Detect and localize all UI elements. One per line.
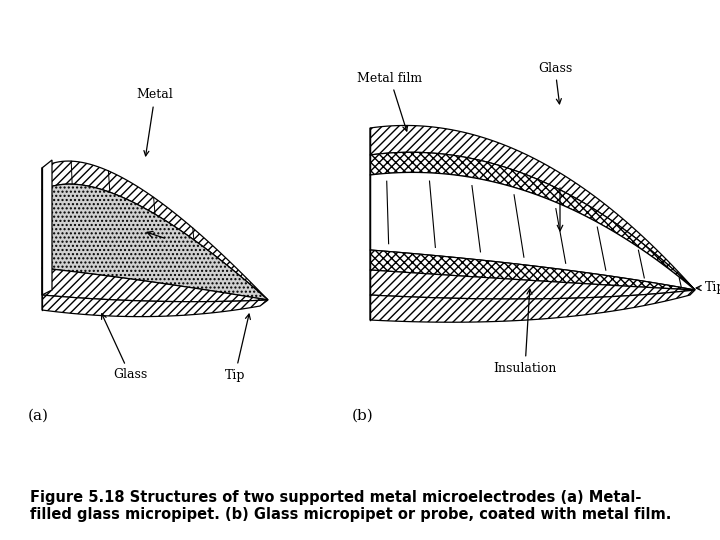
Text: (a): (a) bbox=[28, 409, 49, 423]
Polygon shape bbox=[42, 160, 52, 295]
Text: Metal film: Metal film bbox=[357, 71, 423, 131]
Polygon shape bbox=[42, 295, 268, 316]
Text: Glass: Glass bbox=[538, 62, 572, 104]
Polygon shape bbox=[370, 290, 695, 322]
Polygon shape bbox=[370, 250, 695, 290]
Polygon shape bbox=[42, 268, 268, 302]
Text: Figure 5.18 Structures of two supported metal microelectrodes (a) Metal-
filled : Figure 5.18 Structures of two supported … bbox=[30, 490, 671, 522]
Polygon shape bbox=[370, 172, 695, 290]
Polygon shape bbox=[42, 184, 268, 300]
Text: Insulation: Insulation bbox=[493, 289, 557, 375]
Polygon shape bbox=[370, 152, 695, 290]
Polygon shape bbox=[42, 161, 268, 300]
Polygon shape bbox=[370, 125, 695, 290]
Text: Glass: Glass bbox=[102, 314, 147, 381]
Polygon shape bbox=[370, 270, 695, 299]
Text: (b): (b) bbox=[352, 409, 374, 423]
Text: Tip: Tip bbox=[225, 314, 251, 381]
Text: Tip: Tip bbox=[696, 281, 720, 294]
Text: Metal: Metal bbox=[137, 89, 174, 156]
